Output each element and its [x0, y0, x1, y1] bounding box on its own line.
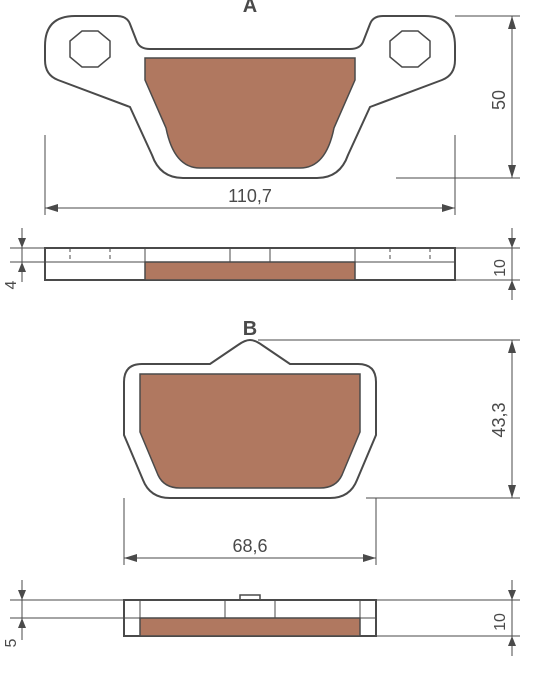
label-a: A: [243, 0, 257, 17]
dim-a-width: 110,7: [228, 186, 272, 206]
technical-drawing: 110,7 50 A 4 10 B: [0, 0, 548, 700]
part-a-pad: [145, 58, 355, 168]
part-b-side: [124, 595, 376, 636]
part-a-hole-left: [70, 31, 110, 67]
dim-a-height: 50: [489, 90, 509, 110]
part-a-side: [45, 248, 455, 280]
dim-b-height: 43,3: [489, 402, 509, 437]
part-a-hole-right: [390, 31, 430, 67]
dim-b-width: 68,6: [232, 536, 267, 556]
dim-b-side-inner: 5: [3, 638, 20, 647]
dim-a-side-height: 10: [492, 259, 509, 277]
drawing-svg: 110,7 50 A 4 10 B: [0, 0, 548, 700]
label-b: B: [243, 318, 257, 340]
dim-b-side-height: 10: [492, 613, 509, 631]
dim-a-side-inner: 4: [3, 280, 20, 289]
part-b-pad: [140, 374, 360, 488]
